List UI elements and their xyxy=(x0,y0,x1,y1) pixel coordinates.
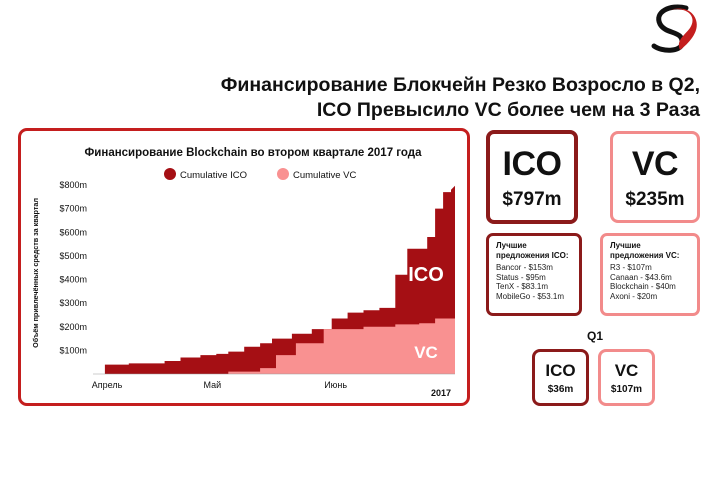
x-tick-label: Май xyxy=(204,380,222,390)
ico-deals-list: Bancor - $153m Status - $95m TenX - $83.… xyxy=(496,263,579,301)
ico-total-amount: $797m xyxy=(502,189,562,210)
q1-vc-amount: $107m xyxy=(610,384,643,395)
q1-ico-label: ICO xyxy=(545,361,576,380)
list-item: Bancor - $153m xyxy=(496,263,553,272)
list-item: Canaan - $43.6m xyxy=(610,272,672,282)
y-tick-label: $300m xyxy=(59,298,87,308)
vc-top-deals-card: Лучшие предложения VC: R3 - $107m Canaan… xyxy=(600,233,700,316)
vc-deals-title-line-1: Лучшие xyxy=(610,241,641,250)
q1-vc-card: VC $107m xyxy=(598,349,655,406)
q1-ico-card: ICO $36m xyxy=(532,349,589,406)
legend-ico-label: Cumulative ICO xyxy=(180,170,247,181)
vc-area-label: VC xyxy=(414,343,438,362)
brand-logo xyxy=(651,4,697,53)
x-axis-ticks: Апрель Май Июнь xyxy=(92,373,455,390)
y-tick-label: $600m xyxy=(59,227,87,237)
chart-areas: ICO VC xyxy=(93,185,455,374)
x-tick-label: Июнь xyxy=(324,380,347,390)
y-axis-ticks: $800m $700m $600m $500m $400m $300m $200m $100m xyxy=(59,180,87,355)
legend-vc-swatch xyxy=(277,168,289,180)
headline: Финансирование Блокчейн Резко Возросло в… xyxy=(150,73,700,123)
y-tick-label: $500m xyxy=(59,251,87,261)
y-axis-label: Объём привлечённых средств за квартал xyxy=(31,198,40,348)
y-tick-label: $800m xyxy=(59,180,87,190)
legend-vc-label: Cumulative VC xyxy=(293,170,356,181)
y-tick-label: $200m xyxy=(59,322,87,332)
logo-red-swoosh xyxy=(670,8,697,50)
ico-top-deals-card: Лучшие предложения ICO: Bancor - $153m S… xyxy=(486,233,582,316)
funding-area-chart: Финансирование Blockchain во втором квар… xyxy=(31,147,455,398)
ico-total-card: ICO $797m xyxy=(486,130,578,224)
ico-deals-title-line-2: предложения ICO: xyxy=(496,250,569,260)
ico-total-label: ICO xyxy=(502,145,562,183)
vc-total-amount: $235m xyxy=(625,189,685,210)
legend-ico-swatch xyxy=(164,168,176,180)
list-item: Status - $95m xyxy=(496,272,546,282)
q1-heading: Q1 xyxy=(586,329,603,343)
chart-legend: Cumulative ICO Cumulative VC xyxy=(164,168,356,181)
chart-year-label: 2017 xyxy=(431,388,451,398)
chart-panel: Финансирование Blockchain во втором квар… xyxy=(18,128,470,406)
headline-line-2: ICO Превысило VC более чем на 3 Раза xyxy=(316,99,700,121)
list-item: TenX - $83.1m xyxy=(496,282,549,292)
chart-title: Финансирование Blockchain во втором квар… xyxy=(84,147,422,159)
y-tick-label: $700m xyxy=(59,204,87,214)
list-item: Axoni - $20m xyxy=(610,291,658,301)
ico-area-label: ICO xyxy=(408,264,444,286)
list-item: Blockchain - $40m xyxy=(610,282,676,292)
vc-cumulative-area xyxy=(93,318,455,374)
q1-ico-amount: $36m xyxy=(547,384,574,395)
vc-deals-list: R3 - $107m Canaan - $43.6m Blockchain - … xyxy=(610,263,697,301)
x-tick-label: Апрель xyxy=(92,380,123,390)
headline-line-1: Финансирование Блокчейн Резко Возросло в… xyxy=(220,74,700,96)
q1-vc-label: VC xyxy=(614,361,639,380)
logo-s-stroke xyxy=(651,4,689,53)
y-tick-label: $100m xyxy=(59,345,87,355)
list-item: MobileGo - $53.1m xyxy=(496,291,565,301)
y-tick-label: $400m xyxy=(59,275,87,285)
vc-total-label: VC xyxy=(631,145,679,183)
vc-deals-title-line-2: предложения VC: xyxy=(610,250,680,260)
vc-total-card: VC $235m xyxy=(610,131,700,223)
list-item: R3 - $107m xyxy=(610,263,652,272)
ico-deals-title-line-1: Лучшие xyxy=(496,241,527,250)
